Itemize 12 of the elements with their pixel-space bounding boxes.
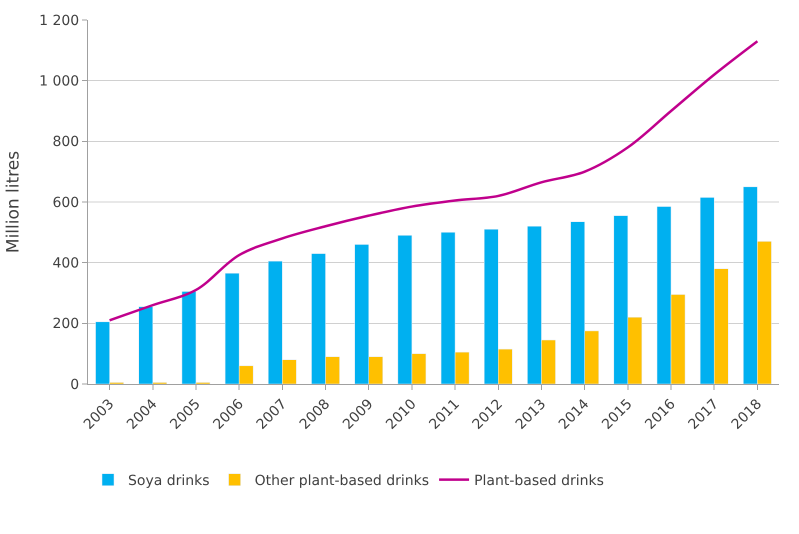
legend-label: Other plant-based drinks xyxy=(254,473,430,490)
y-tick-label: 1 200 xyxy=(39,12,80,29)
y-tick-label: 400 xyxy=(52,256,80,272)
legend-label: Plant-based drinks xyxy=(474,473,604,490)
line-series xyxy=(108,40,759,322)
y-axis-title: Million litres xyxy=(4,150,24,254)
y-tick-label: 0 xyxy=(70,376,80,393)
y-tick-label: 1 000 xyxy=(39,74,80,90)
y-tick-label: 600 xyxy=(52,194,80,211)
y-tick-label: 200 xyxy=(52,316,80,332)
legend-label: Soya drinks xyxy=(128,473,210,490)
y-tick-label: 800 xyxy=(52,134,80,150)
